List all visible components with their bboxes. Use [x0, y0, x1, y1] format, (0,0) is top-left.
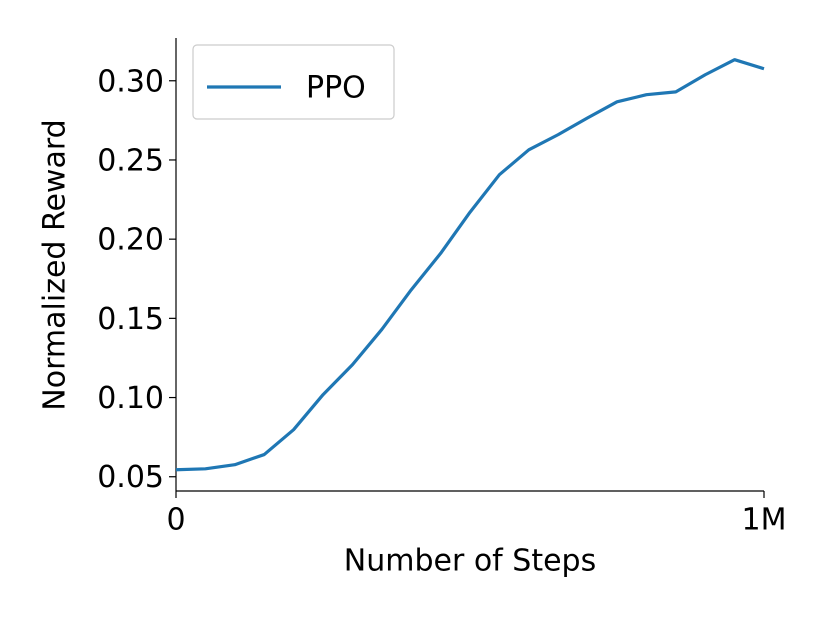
- y-tick-label: 0.20: [97, 223, 164, 258]
- y-tick-label: 0.15: [97, 302, 164, 337]
- legend: PPO: [192, 44, 395, 120]
- y-tick-label: 0.05: [97, 460, 164, 495]
- x-tick-label: 0: [166, 503, 185, 538]
- x-tick-label: 1M: [742, 503, 787, 538]
- x-axis-label: Number of Steps: [344, 544, 596, 579]
- legend-box: [192, 44, 395, 120]
- y-axis-label: Normalized Reward: [38, 119, 73, 410]
- y-tick-label: 0.25: [97, 143, 164, 178]
- line-series: [175, 58, 765, 472]
- y-tick-label: 0.30: [97, 64, 164, 99]
- legend-label: PPO: [306, 71, 366, 106]
- y-tick-label: 0.10: [97, 381, 164, 416]
